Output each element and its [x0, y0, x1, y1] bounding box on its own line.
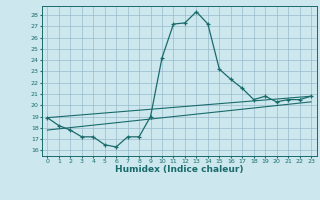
X-axis label: Humidex (Indice chaleur): Humidex (Indice chaleur)	[115, 165, 244, 174]
